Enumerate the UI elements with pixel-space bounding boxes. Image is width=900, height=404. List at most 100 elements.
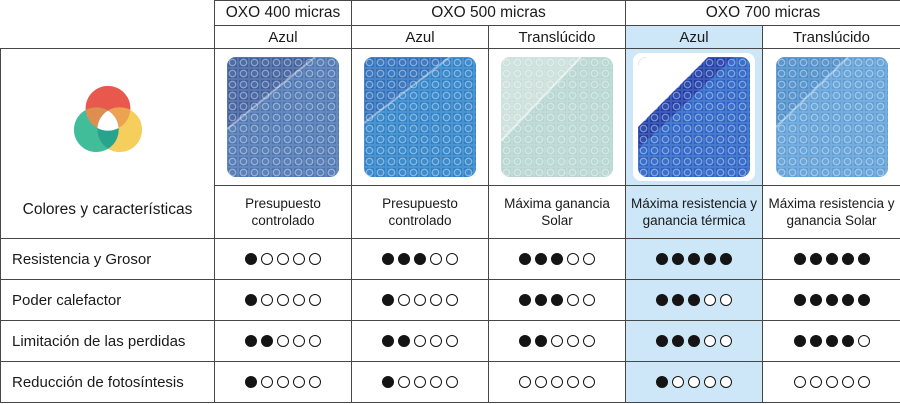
dot-empty [414,376,426,388]
rating-cell [762,238,900,280]
rating-cell [488,279,626,321]
dot-filled [809,294,822,306]
dot-empty [551,376,563,388]
dot-empty [583,294,595,306]
rating-cell [351,320,489,362]
dot-filled [245,335,257,347]
dot-empty [277,335,289,347]
dot-filled [382,253,394,265]
dot-filled [825,294,838,306]
dot-empty [293,376,305,388]
dot-empty [720,335,732,347]
rating-cell [351,238,489,280]
dot-empty [519,376,531,388]
dot-empty [841,376,854,388]
dot-filled [382,335,394,347]
corner-title: Colores y características [22,201,193,218]
table-row-variants: Azul Azul Translúcido Azul Translúcido [1,25,900,49]
rating-cell [762,361,900,403]
dot-empty [309,376,321,388]
dot-filled [398,335,410,347]
dot-empty [720,376,732,388]
dot-empty [688,376,700,388]
table-row-rating: Limitación de las perdidas [0,320,900,362]
dot-empty [704,335,716,347]
dot-filled [688,335,700,347]
dot-filled [414,253,426,265]
dot-empty [535,376,547,388]
dot-empty [583,335,595,347]
dot-filled [688,294,700,306]
dot-filled [857,294,870,306]
photo-cell [488,48,626,186]
variant-header: Translúcido [762,25,900,49]
dot-filled [519,294,531,306]
dot-empty [857,335,870,347]
description-cell-highlighted: Máxima resistencia y ganancia térmica [625,185,763,239]
dot-filled [535,294,547,306]
dot-empty [446,335,458,347]
dot-empty [809,376,822,388]
cover-photo-translucido-500 [496,53,618,181]
dot-empty [430,294,442,306]
photo-cell-highlighted [625,48,763,186]
dot-empty [414,294,426,306]
dot-empty [293,294,305,306]
cover-photo-azul-700 [633,53,755,181]
dot-filled [825,335,838,347]
rating-cell-highlighted [625,279,763,321]
rating-row-label: Reducción de fotosíntesis [0,361,215,403]
group-header-oxo-400: OXO 400 micras [214,0,352,26]
dot-filled [656,335,668,347]
dot-filled [519,253,531,265]
rating-cell [214,361,352,403]
rating-cell [351,361,489,403]
table-row-rating: Poder calefactor [0,279,900,321]
table-row-rating: Reducción de fotosíntesis [0,361,900,403]
variant-header-highlighted: Azul [625,25,763,49]
dot-empty [430,335,442,347]
dot-filled [672,253,684,265]
table-row-photos: Colores y características [0,48,900,239]
dot-filled [841,335,854,347]
dot-filled [656,294,668,306]
table-row-groups: OXO 400 micras OXO 500 micras OXO 700 mi… [0,0,900,49]
dot-empty [704,376,716,388]
dot-empty [567,294,579,306]
dot-empty [672,376,684,388]
dot-empty [446,294,458,306]
rating-row-label: Poder calefactor [0,279,215,321]
dot-empty [567,253,579,265]
table-row-descriptions: Presupuesto controlado Presupuesto contr… [1,185,900,239]
dot-filled [793,294,806,306]
dot-empty [277,294,289,306]
rating-cell [214,238,352,280]
dot-empty [398,376,410,388]
photo-cell [214,48,352,186]
dot-empty [261,253,273,265]
dot-empty [583,253,595,265]
dot-filled [535,335,547,347]
dot-empty [398,294,410,306]
dot-empty [293,335,305,347]
cover-photo-translucido-700 [770,53,893,181]
dot-filled [857,253,870,265]
dot-empty [277,253,289,265]
dot-empty [309,253,321,265]
rating-cell-highlighted [625,238,763,280]
dot-filled [809,335,822,347]
dot-filled [672,294,684,306]
cover-photo-azul-400 [222,53,344,181]
dot-empty [414,335,426,347]
color-wheel-icon [73,85,142,153]
dot-filled [245,253,257,265]
table-row-rating: Resistencia y Grosor [0,238,900,280]
dot-filled [519,335,531,347]
corner-cell: Colores y características [0,48,215,239]
dot-empty [446,376,458,388]
dot-filled [793,253,806,265]
dot-empty [567,335,579,347]
dot-empty [704,294,716,306]
description-cell: Presupuesto controlado [214,185,352,239]
